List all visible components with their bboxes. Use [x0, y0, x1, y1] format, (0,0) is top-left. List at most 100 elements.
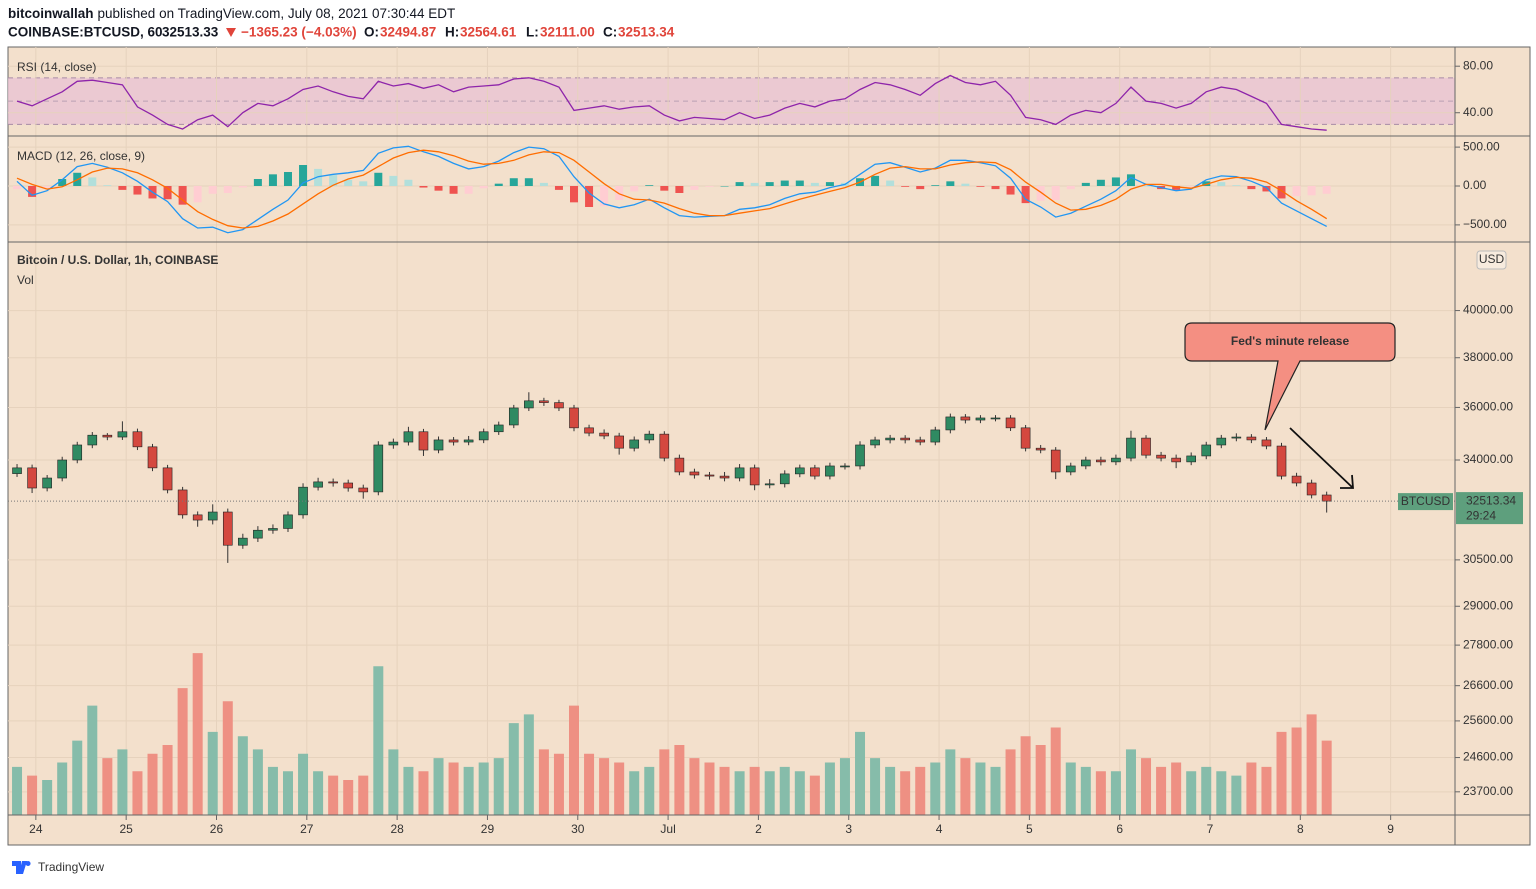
y-tick-label: 29000.00	[1463, 598, 1513, 612]
volume-bar	[298, 753, 309, 815]
candle-body	[779, 473, 790, 485]
macd-histogram-bar	[1142, 186, 1151, 187]
chart-bg	[7, 46, 1531, 846]
macd-histogram-bar	[329, 175, 338, 186]
candle-body	[1246, 436, 1257, 441]
volume-bar	[72, 740, 83, 815]
volume-bar	[1125, 749, 1136, 815]
x-tick-label: 3	[845, 822, 852, 836]
macd-histogram-bar	[359, 181, 368, 186]
candle-body	[810, 467, 820, 477]
y-tick-label: 30500.00	[1463, 552, 1513, 566]
candle-body	[388, 441, 399, 446]
y-tick-label: 34000.00	[1463, 452, 1513, 466]
macd-histogram-bar	[765, 182, 774, 186]
candle-body	[1231, 436, 1242, 439]
brand-name[interactable]: TradingView	[38, 860, 104, 874]
candle-body	[358, 487, 369, 493]
volume-bar	[885, 766, 896, 815]
macd-histogram-bar	[871, 175, 880, 186]
ohlc-value: 32513.34	[618, 25, 675, 40]
volume-bar	[764, 771, 775, 815]
volume-bar	[824, 762, 835, 815]
volume-bar	[12, 766, 23, 815]
symbol-label-box	[1398, 493, 1453, 511]
volume-bar	[945, 749, 956, 815]
macd-histogram-bar	[1096, 179, 1105, 186]
x-tick-label: 4	[936, 822, 943, 836]
volume-bar	[870, 758, 881, 815]
candle-body	[117, 431, 128, 438]
candle-body	[584, 427, 594, 434]
macd-histogram-bar	[946, 181, 955, 186]
candle-body	[915, 439, 926, 443]
annotation-bubble	[1184, 322, 1396, 431]
candle-body	[42, 477, 52, 489]
macd-histogram-bar	[1187, 186, 1196, 187]
x-tick-label: 5	[1026, 822, 1033, 836]
candle-body	[1035, 447, 1046, 451]
currency-badge[interactable]	[1476, 250, 1507, 270]
candle-body	[207, 511, 218, 521]
candle-body	[1065, 465, 1076, 473]
macd-histogram-bar	[1307, 186, 1316, 196]
header-price: 32513.33	[162, 25, 219, 40]
candle-body	[1261, 439, 1272, 447]
macd-histogram-bar	[389, 175, 398, 186]
macd-histogram-bar	[133, 186, 142, 195]
volume-bar	[267, 766, 278, 815]
candle-body	[313, 481, 323, 488]
candle-body	[1126, 437, 1136, 459]
arrow	[1289, 427, 1354, 489]
candle-body	[177, 489, 188, 516]
volume-bar	[1020, 736, 1031, 815]
volume-bar	[87, 705, 98, 815]
volume-bar	[1171, 762, 1182, 815]
volume-bar	[448, 762, 459, 815]
volume-bar	[569, 705, 580, 815]
volume-bar	[237, 736, 248, 815]
volume-bar	[433, 758, 444, 815]
candle-body	[132, 431, 143, 448]
macd-histogram-bar	[434, 186, 443, 191]
candle-body	[102, 434, 113, 438]
y-tick-label: 40.00	[1463, 105, 1493, 119]
candle-body	[222, 511, 233, 546]
candle-body	[764, 483, 775, 486]
volume-bar	[839, 758, 850, 815]
volume-bar	[1110, 771, 1121, 815]
last-price-box	[1456, 492, 1523, 525]
candle-body	[27, 467, 37, 489]
volume-bar	[809, 775, 820, 815]
candle-body	[719, 475, 730, 479]
macd-histogram-bar	[524, 178, 533, 186]
macd-histogram-bar	[780, 180, 789, 186]
macd-histogram-bar	[660, 186, 669, 191]
macd-histogram-bar	[449, 186, 458, 194]
candle-body	[689, 471, 700, 476]
macd-histogram-bar	[1172, 186, 1181, 190]
candle-body	[192, 514, 203, 521]
candle-body	[644, 433, 655, 441]
ohlc-label: H:	[445, 25, 459, 40]
volume-bar	[418, 771, 429, 815]
macd-histogram-bar	[404, 179, 413, 186]
macd-histogram-bar	[1322, 186, 1331, 194]
x-tick-label: 29	[481, 822, 495, 836]
x-tick-label: 9	[1387, 822, 1394, 836]
macd-histogram-bar	[103, 185, 112, 186]
volume-bar	[674, 745, 685, 815]
y-tick-label: 26600.00	[1463, 678, 1513, 692]
countdown-label: 29:24	[1466, 508, 1496, 522]
y-tick-label: 24600.00	[1463, 750, 1513, 764]
candle-body	[1186, 455, 1196, 463]
candle-body	[960, 416, 971, 421]
candle-body	[448, 439, 459, 443]
volume-bar	[930, 762, 941, 815]
candle-body	[162, 467, 173, 491]
macd-histogram-bar	[735, 182, 744, 186]
candle-body	[975, 417, 986, 421]
volume-bar	[27, 775, 38, 815]
macd-histogram-bar	[178, 186, 187, 205]
